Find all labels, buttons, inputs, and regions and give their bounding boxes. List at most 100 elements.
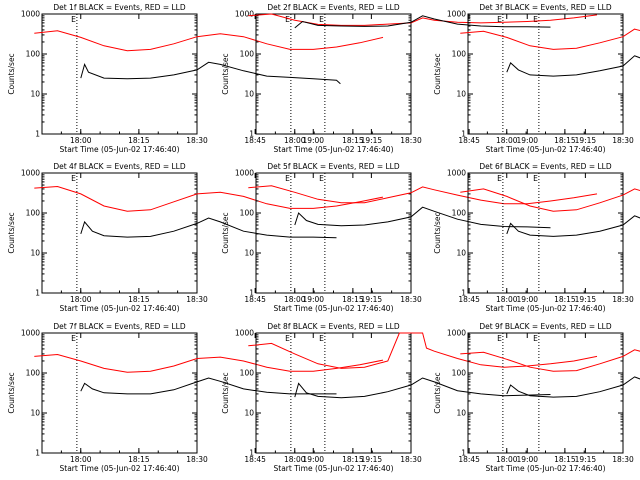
x-tick-label: 19:00	[302, 295, 324, 304]
x-tick-label: 18:00	[284, 455, 306, 464]
x-tick-label: 19:00	[516, 136, 538, 145]
event-marker-label: E	[319, 15, 324, 24]
lld-series-line	[34, 185, 384, 212]
plot-frame	[41, 13, 198, 135]
x-tick-label: 19:15	[575, 455, 597, 464]
y-axis-label: Counts/sec	[221, 372, 230, 413]
y-tick-label: 1	[249, 130, 254, 139]
y-axis-label: Counts/sec	[7, 212, 16, 253]
x-tick-label: 18:00	[496, 295, 518, 304]
event-marker-label: E	[285, 15, 290, 24]
chart-panel-2: Det 2f BLACK = Events, RED = LLD 1 10 100 10…	[221, 3, 598, 154]
plot-frame	[467, 13, 624, 135]
y-axis-label: Counts/sec	[433, 212, 442, 253]
chart-title: Det 5f BLACK = Events, RED = LLD	[267, 162, 400, 171]
y-axis-label: Counts/sec	[7, 53, 16, 94]
x-tick-label: 18:45	[458, 455, 480, 464]
x-tick-label: 18:15	[554, 295, 576, 304]
x-tick-label: 18:45	[458, 295, 480, 304]
y-tick-label: 10	[30, 409, 40, 418]
events-series-line	[506, 215, 640, 237]
x-tick-label: 18:15	[342, 455, 364, 464]
events-series-line	[506, 55, 640, 77]
y-tick-label: 10	[456, 90, 466, 99]
x-tick-label: 18:15	[128, 455, 150, 464]
event-marker-label: E	[533, 174, 538, 183]
x-tick-label: 18:30	[186, 136, 208, 145]
x-tick-label: 19:00	[516, 455, 538, 464]
y-tick-label: 1	[35, 449, 40, 458]
x-tick-label: 18:00	[496, 455, 518, 464]
y-tick-label: 1	[35, 289, 40, 298]
y-tick-label: 1	[249, 289, 254, 298]
x-tick-label: 18:00	[284, 295, 306, 304]
x-tick-label: 18:30	[400, 136, 422, 145]
x-tick-label: 18:15	[128, 136, 150, 145]
event-marker-label: E	[497, 334, 502, 343]
lld-series-line	[248, 185, 598, 205]
x-tick-label: 18:45	[244, 295, 266, 304]
x-axis-label: Start Time (05-Jun-02 17:46:40)	[60, 304, 180, 313]
event-marker-label: E	[533, 15, 538, 24]
chart-panel-6: Det 6f BLACK = Events, RED = LLD 1 10 100 10…	[433, 162, 640, 313]
y-tick-label: 1000	[21, 10, 40, 19]
y-tick-label: 10	[244, 409, 254, 418]
x-tick-label: 18:00	[284, 136, 306, 145]
events-series-line	[80, 377, 337, 395]
x-tick-label: 18:30	[400, 455, 422, 464]
x-tick-label: 18:15	[342, 295, 364, 304]
y-tick-label: 10	[456, 409, 466, 418]
y-tick-label: 10	[456, 249, 466, 258]
plot-frame	[41, 332, 198, 454]
chart-title: Det 9f BLACK = Events, RED = LLD	[479, 322, 612, 331]
chart-panel-1: Det 1f BLACK = Events, RED = LLD 1 10 100 10…	[7, 3, 384, 154]
lld-series-line	[248, 332, 598, 369]
y-tick-label: 1000	[447, 10, 466, 19]
chart-panel-8: Det 8f BLACK = Events, RED = LLD 1 10 100 10…	[221, 322, 598, 473]
x-axis-label: Start Time (05-Jun-02 17:46:40)	[274, 464, 394, 473]
plot-frame	[255, 172, 412, 294]
x-tick-label: 18:00	[70, 455, 92, 464]
event-marker-label: E	[71, 15, 76, 24]
chart-panel-9: Det 9f BLACK = Events, RED = LLD 1 10 100 10…	[433, 322, 640, 473]
chart-panel-5: Det 5f BLACK = Events, RED = LLD 1 10 100 10…	[221, 162, 598, 313]
x-axis-label: Start Time (05-Jun-02 17:46:40)	[274, 304, 394, 313]
x-tick-label: 18:15	[554, 455, 576, 464]
y-axis-label: Counts/sec	[433, 53, 442, 94]
event-marker-label: E	[71, 174, 76, 183]
x-tick-label: 18:00	[70, 295, 92, 304]
chart-panel-4: Det 4f BLACK = Events, RED = LLD 1 10 100 10…	[7, 162, 384, 313]
plot-frame	[41, 172, 198, 294]
chart-title: Det 4f BLACK = Events, RED = LLD	[53, 162, 186, 171]
event-marker-label: E	[533, 334, 538, 343]
x-tick-label: 19:15	[361, 295, 383, 304]
y-tick-label: 1000	[235, 169, 254, 178]
y-tick-label: 1	[35, 130, 40, 139]
lld-series-line	[460, 28, 640, 50]
x-tick-label: 18:45	[244, 455, 266, 464]
y-tick-label: 1	[461, 289, 466, 298]
x-tick-label: 19:00	[302, 136, 324, 145]
x-tick-label: 18:00	[496, 136, 518, 145]
x-tick-label: 19:00	[302, 455, 324, 464]
y-tick-label: 100	[240, 50, 255, 59]
y-tick-label: 100	[452, 369, 467, 378]
y-tick-label: 10	[244, 90, 254, 99]
x-tick-label: 19:15	[361, 455, 383, 464]
x-tick-label: 18:45	[458, 136, 480, 145]
y-axis-label: Counts/sec	[221, 212, 230, 253]
events-series-line	[294, 206, 551, 229]
y-tick-label: 10	[30, 90, 40, 99]
x-tick-label: 18:30	[612, 455, 634, 464]
event-marker-label: E	[497, 174, 502, 183]
y-tick-label: 10	[30, 249, 40, 258]
y-tick-label: 1000	[21, 329, 40, 338]
y-tick-label: 1000	[235, 329, 254, 338]
x-tick-label: 18:00	[70, 136, 92, 145]
chart-title: Det 3f BLACK = Events, RED = LLD	[479, 3, 612, 12]
y-tick-label: 10	[244, 249, 254, 258]
y-tick-label: 100	[26, 369, 41, 378]
x-tick-label: 18:45	[244, 136, 266, 145]
x-axis-label: Start Time (05-Jun-02 17:46:40)	[486, 145, 606, 154]
y-tick-label: 100	[26, 50, 41, 59]
